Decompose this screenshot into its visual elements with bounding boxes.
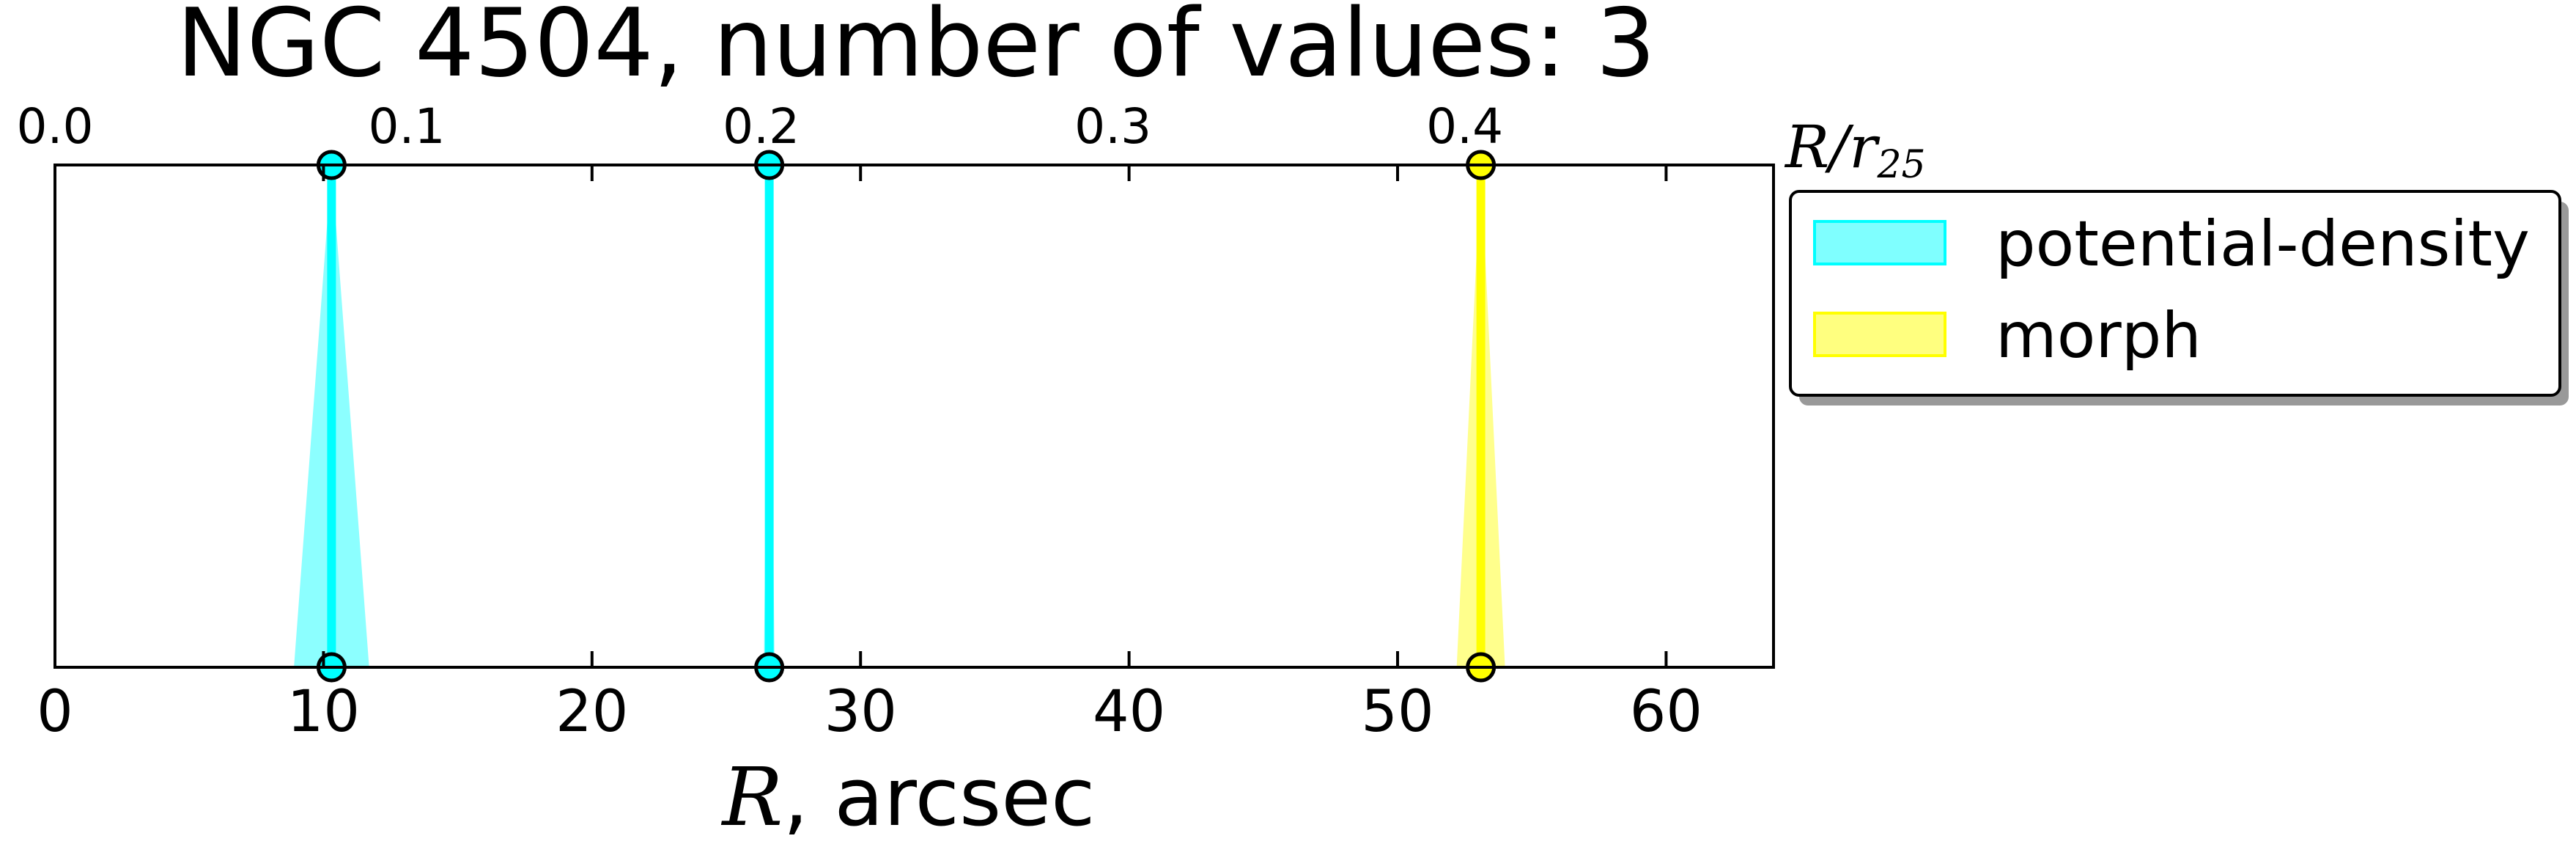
x-tick-label-6: 60 xyxy=(1630,679,1702,745)
top-tick-label-0: 0.0 xyxy=(17,98,94,155)
x-tick-label-3: 30 xyxy=(824,679,897,745)
top-axis-label: R/r25 xyxy=(1784,113,1926,187)
top-tick-label-4: 0.4 xyxy=(1426,98,1503,155)
x-tick-label-2: 20 xyxy=(556,679,628,745)
x-tick-label-5: 50 xyxy=(1361,679,1433,745)
top-tick-label-2: 0.2 xyxy=(723,98,800,155)
legend-swatch-potential-density xyxy=(1813,220,1946,265)
x-ticks: 0 10 20 30 40 50 60 xyxy=(37,165,1702,745)
legend: potential-density morph xyxy=(1789,190,2569,406)
x-tick-label-1: 10 xyxy=(287,679,360,745)
plot-frame xyxy=(53,164,1775,669)
legend-swatch-morph xyxy=(1813,312,1946,357)
x-tick-label-0: 0 xyxy=(37,679,73,745)
chart-title: NGC 4504, number of values: 3 xyxy=(177,0,1656,98)
top-tick-label-1: 0.1 xyxy=(369,98,446,155)
top-axis-label-main: R/r xyxy=(1784,113,1881,181)
legend-box xyxy=(1789,190,2561,397)
legend-label-morph: morph xyxy=(1996,299,2202,373)
x-tick-label-4: 40 xyxy=(1093,679,1165,745)
x-axis-label: R, arcsec xyxy=(721,750,1096,844)
top-axis-label-sub: 25 xyxy=(1876,143,1925,187)
top-axis-ticks: 0.0 0.1 0.2 0.3 0.4 xyxy=(17,98,1504,155)
top-tick-label-3: 0.3 xyxy=(1074,98,1151,155)
x-axis-label-unit: , arcsec xyxy=(783,750,1095,844)
x-axis-label-var: R xyxy=(721,750,783,844)
data-marks xyxy=(294,150,1505,683)
legend-label-potential-density: potential-density xyxy=(1996,208,2530,281)
